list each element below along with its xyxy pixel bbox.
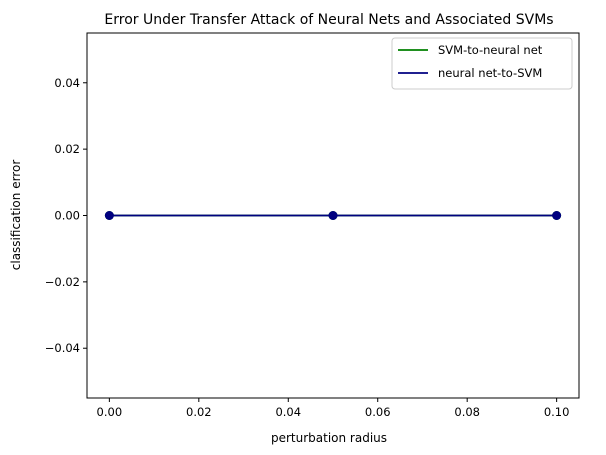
y-tick-label: 0.00 <box>54 209 80 223</box>
legend-box <box>391 37 573 90</box>
x-axis: 0.00 0.02 0.04 0.06 0.08 0.10 <box>97 398 570 419</box>
y-tick-label: 0.04 <box>54 76 80 90</box>
y-tick-label: 0.02 <box>54 142 80 156</box>
y-axis-label: classification error <box>9 160 23 271</box>
chart-title: Error Under Transfer Attack of Neural Ne… <box>104 12 553 28</box>
x-tick-label: 0.10 <box>544 405 570 419</box>
legend: SVM-to-neural net neural net-to-SVM <box>391 37 573 90</box>
x-tick-label: 0.00 <box>97 405 123 419</box>
legend-label-svm-to-neural-net: SVM-to-neural net <box>438 43 543 57</box>
data-point-neural-net-to-svm <box>328 211 338 220</box>
x-tick-label: 0.06 <box>365 405 391 419</box>
data-point-neural-net-to-svm <box>552 211 562 220</box>
x-tick-label: 0.08 <box>454 405 480 419</box>
x-axis-label: perturbation radius <box>271 431 387 445</box>
x-tick-label: 0.02 <box>186 405 212 419</box>
legend-label-neural-net-to-svm: neural net-to-SVM <box>438 66 542 80</box>
plot-area <box>104 211 562 220</box>
x-tick-label: 0.04 <box>275 405 301 419</box>
y-tick-label: −0.04 <box>45 341 80 355</box>
y-axis: −0.04 −0.02 0.00 0.02 0.04 <box>45 76 87 355</box>
data-point-neural-net-to-svm <box>104 211 114 220</box>
y-tick-label: −0.02 <box>45 275 80 289</box>
